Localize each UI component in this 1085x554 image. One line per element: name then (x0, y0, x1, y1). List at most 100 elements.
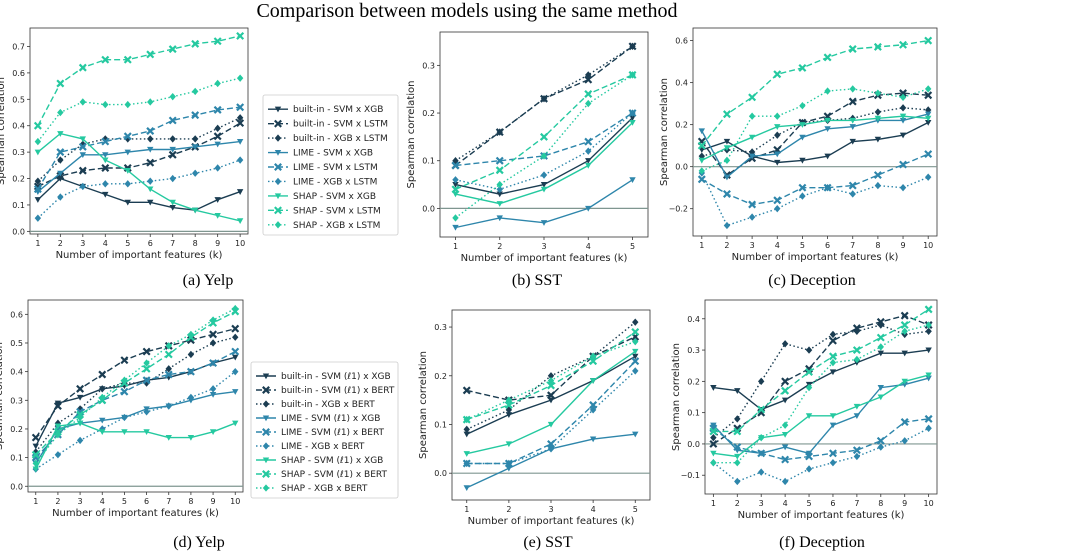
data-point (748, 112, 756, 120)
legend-label: LIME - XGB x BERT (281, 442, 365, 452)
data-point (147, 186, 154, 193)
data-point (76, 420, 84, 427)
data-point (191, 144, 199, 151)
data-point (849, 190, 856, 198)
series-8 (709, 305, 933, 436)
data-point (805, 465, 813, 473)
y-tick-label: 0.2 (687, 377, 700, 386)
data-point (781, 397, 789, 404)
data-point (799, 157, 806, 164)
legend-item: LIME - SVM (ℓ1) x XGB (256, 414, 380, 424)
data-point (56, 148, 65, 157)
panel-caption: (a) Yelp (183, 272, 234, 289)
data-point (463, 415, 470, 424)
data-point (709, 427, 718, 436)
data-point (76, 384, 85, 393)
data-point (32, 466, 39, 473)
data-point (710, 385, 717, 391)
data-point (924, 173, 932, 181)
data-point (76, 405, 84, 413)
data-point (781, 431, 789, 438)
chart-panel-3: −0.2 0.0 0.2 0.4 0.6 1 2 3 4 5 6 7 8 9 10 Number of imp… (659, 27, 938, 263)
y-axis-label: Spearman correlation (0, 342, 5, 450)
data-point (829, 330, 837, 339)
x-tick-label: 3 (80, 239, 85, 248)
data-point (924, 91, 933, 100)
data-point (584, 137, 593, 146)
y-tick-label: 0.5 (12, 95, 25, 104)
data-point (236, 119, 245, 128)
series-line (35, 391, 236, 464)
data-point (853, 413, 861, 419)
data-point (781, 477, 789, 486)
data-point (496, 215, 503, 222)
data-point (236, 189, 244, 195)
series-line (712, 427, 929, 483)
data-point (733, 443, 742, 452)
data-point (799, 134, 806, 141)
legend-2: built-in - SVM (ℓ1) x XGB built-in - SVM … (250, 361, 399, 499)
data-point (209, 385, 217, 393)
y-tick-label: 0.0 (675, 163, 688, 172)
legend-marker (274, 206, 282, 215)
data-point (209, 330, 218, 339)
data-point (496, 201, 503, 207)
series-9 (698, 85, 932, 175)
data-point (828, 352, 837, 361)
legend-item: SHAP - XGB x BERT (256, 484, 368, 494)
series-line (35, 336, 236, 453)
data-point (463, 451, 470, 457)
data-point (901, 378, 908, 385)
data-point (54, 423, 62, 430)
data-point (805, 452, 814, 461)
data-point (873, 42, 882, 51)
data-point (877, 443, 884, 451)
data-point (874, 89, 882, 97)
data-point (773, 196, 782, 205)
x-tick-label: 4 (775, 241, 780, 250)
chart-panel-1: 0.0 0.1 0.2 0.3 0.4 0.5 0.6 0.7 1 2 3 4 5 6 7 8 9 10 Numbe… (0, 27, 249, 261)
data-point (629, 120, 636, 126)
series-line (455, 112, 633, 167)
data-point (462, 386, 471, 395)
y-tick-label: 0.1 (422, 157, 435, 166)
data-point (748, 93, 757, 102)
data-point (146, 127, 155, 135)
data-point (710, 433, 717, 442)
x-tick-label: 6 (825, 241, 830, 250)
series-7 (34, 131, 244, 224)
data-point (828, 336, 837, 345)
data-point (505, 459, 513, 468)
x-tick-label: 6 (148, 239, 153, 248)
data-point (209, 359, 218, 368)
data-point (236, 74, 244, 82)
data-point (463, 425, 470, 434)
data-point (734, 415, 741, 423)
data-point (32, 459, 39, 468)
data-point (463, 485, 470, 492)
y-tick-label: −0.1 (681, 471, 700, 480)
data-point (874, 181, 882, 190)
data-point (495, 166, 504, 175)
data-point (710, 459, 717, 467)
data-point (589, 352, 597, 360)
series-line (35, 307, 236, 464)
data-point (824, 183, 831, 192)
y-tick-label: 0.5 (10, 339, 23, 348)
x-tick-label: 4 (591, 505, 596, 514)
data-point (496, 185, 503, 194)
series-9 (710, 321, 932, 467)
plot-frame (439, 31, 649, 238)
legend-marker (274, 163, 282, 171)
data-point (121, 429, 128, 436)
data-point (463, 459, 470, 468)
legend-label: LIME - SVM x XGB (293, 149, 373, 159)
data-point (540, 220, 548, 226)
data-point (924, 106, 932, 114)
x-tick-label: 1 (33, 497, 38, 506)
data-point (900, 418, 909, 427)
data-point (143, 379, 150, 387)
data-point (191, 169, 199, 177)
x-tick-label: 9 (215, 239, 220, 248)
